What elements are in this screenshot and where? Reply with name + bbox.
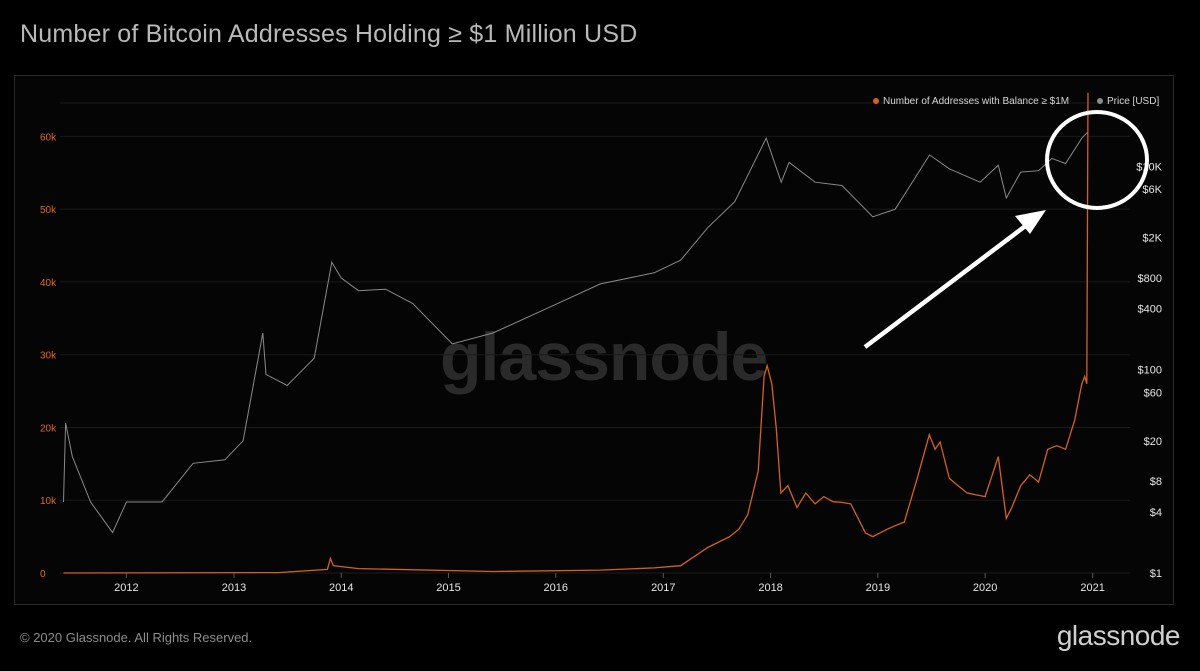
glassnode-logo: glassnode <box>1056 620 1181 651</box>
y-right-tick-label: $100 <box>1138 365 1162 377</box>
x-tick-label: 2015 <box>436 582 460 594</box>
y-right-tick-label: $400 <box>1138 304 1162 316</box>
copyright-text: © 2020 Glassnode. All Rights Reserved. <box>20 630 253 645</box>
x-tick-label: 2013 <box>222 582 246 594</box>
x-tick-label: 2012 <box>114 582 138 594</box>
annotation-arrow-shaft <box>863 222 1030 349</box>
y-right-tick-label: $10K <box>1136 161 1162 173</box>
x-tick-label: 2019 <box>866 582 890 594</box>
annotation-arrow-head <box>1015 210 1046 234</box>
y-axis-right: $1 $4 $8 $20 $60 $100 $400 $800 $2K $6K $10K <box>1136 161 1162 580</box>
legend-label-addresses: Number of Addresses with Balance ≥ $1M <box>883 96 1069 107</box>
highlight-circle <box>1045 110 1149 210</box>
watermark: glassnode <box>440 319 767 395</box>
legend: Number of Addresses with Balance ≥ $1M P… <box>873 96 1159 107</box>
annotation <box>863 110 1149 349</box>
x-tick-label: 2014 <box>329 582 353 594</box>
x-tick-label: 2016 <box>544 582 568 594</box>
chart-title: Number of Bitcoin Addresses Holding ≥ $1… <box>20 20 638 48</box>
x-tick-label: 2018 <box>758 582 782 594</box>
x-axis: 2012 2013 2014 2015 2016 2017 2018 2019 2020 2021 <box>114 573 1105 594</box>
legend-dot-price <box>1097 98 1103 104</box>
y-right-tick-label: $60 <box>1144 387 1162 399</box>
y-right-tick-label: $20 <box>1144 436 1162 448</box>
y-right-tick-label: $4 <box>1150 507 1162 519</box>
x-tick-label: 2017 <box>651 582 675 594</box>
legend-label-price: Price [USD] <box>1107 96 1159 107</box>
y-right-tick-label: $8 <box>1150 476 1162 488</box>
y-right-tick-label: $6K <box>1142 184 1162 196</box>
y-right-tick-label: $2K <box>1142 233 1162 245</box>
y-right-tick-label: $800 <box>1138 273 1162 285</box>
y-left-tick-label: 60k <box>40 132 57 143</box>
x-tick-label: 2020 <box>973 582 997 594</box>
chart-panel <box>14 75 1174 605</box>
legend-dot-addresses <box>873 98 879 104</box>
y-axis-left: 0 10k 20k 30k 40k 50k 60k <box>40 132 57 580</box>
y-left-tick-label: 10k <box>40 496 57 507</box>
y-left-tick-label: 40k <box>40 278 57 289</box>
y-left-tick-label: 30k <box>40 351 57 362</box>
y-left-tick-label: 20k <box>40 423 57 434</box>
price-series-line <box>63 131 1089 534</box>
x-tick-label: 2021 <box>1080 582 1104 594</box>
grid-lines <box>60 102 1130 574</box>
y-right-tick-label: $1 <box>1150 568 1162 580</box>
y-left-tick-label: 0 <box>40 569 46 580</box>
y-left-tick-label: 50k <box>40 205 57 216</box>
addresses-series-line <box>63 92 1089 574</box>
